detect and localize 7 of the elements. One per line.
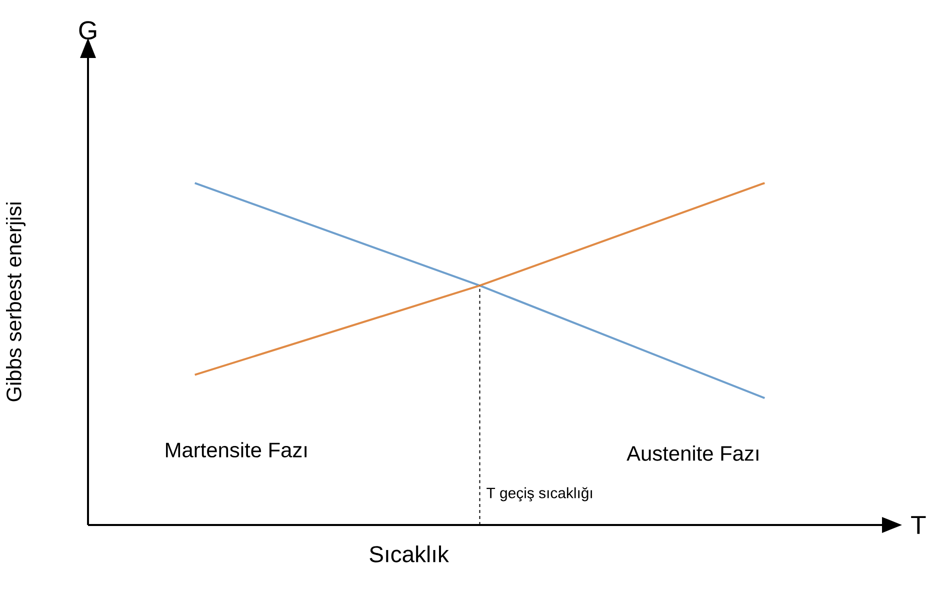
annotation: T geçiş sıcaklığı <box>486 487 592 502</box>
text: T <box>911 516 926 534</box>
text: G <box>79 21 96 40</box>
annotation: Martensite Fazı <box>166 442 306 458</box>
y-axis-title: Gibbs serbest enerjisi <box>6 202 26 402</box>
annotation: Austenite Fazı <box>626 445 758 461</box>
x-axis-title: Sıcaklık <box>370 545 449 562</box>
